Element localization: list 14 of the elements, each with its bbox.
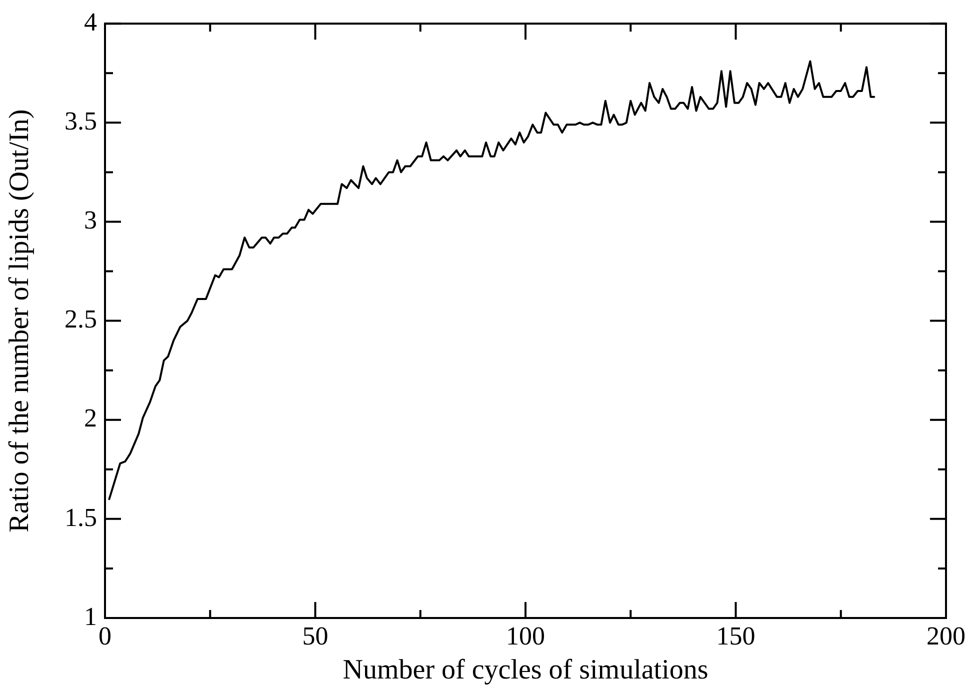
y-tick-label: 1: [84, 602, 97, 631]
y-tick-label: 2: [84, 404, 97, 433]
y-axis-title: Ratio of the number of lipids (Out/In): [4, 109, 36, 532]
y-tick-label: 1.5: [64, 502, 97, 532]
y-tick-label: 2.5: [64, 304, 97, 334]
x-tick-label: 0: [98, 621, 112, 650]
y-tick-label: 3: [84, 206, 97, 235]
x-tick-label: 200: [926, 621, 966, 650]
x-axis-title: Number of cycles of simulations: [342, 654, 708, 686]
y-tick-label: 4: [84, 7, 97, 36]
x-tick-label: 150: [716, 621, 756, 650]
y-tick-label: 3.5: [64, 106, 97, 136]
x-tick-label: 100: [506, 621, 545, 650]
x-tick-label: 50: [302, 621, 328, 650]
